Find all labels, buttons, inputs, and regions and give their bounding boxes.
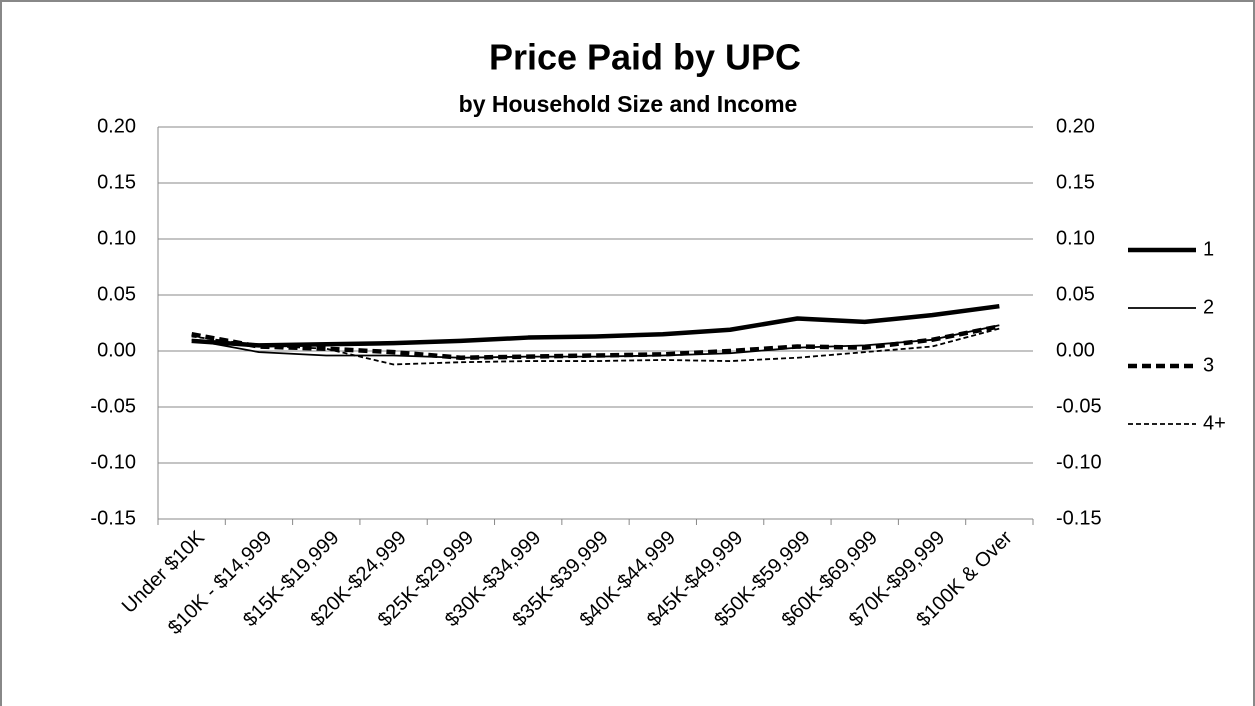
y-tick-label: -0.05 [90,395,136,417]
y2-tick-label: -0.10 [1056,451,1102,473]
legend-label: 2 [1203,296,1214,318]
series-line [191,303,1000,348]
y-tick-label: -0.10 [90,451,136,473]
series-line [191,327,1000,366]
chart-subtitle: by Household Size and Income [459,91,798,117]
y-tick-label: 0.00 [97,339,136,361]
y-tick-label: -0.15 [90,507,136,529]
y2-tick-label: -0.15 [1056,507,1102,529]
series-line [191,324,1000,360]
y2-tick-label: 0.00 [1056,339,1095,361]
y2-tick-label: 0.10 [1056,227,1095,249]
legend-label: 1 [1203,238,1214,260]
y2-tick-label: 0.15 [1056,171,1095,193]
y-tick-label: 0.05 [97,283,136,305]
chart-title: Price Paid by UPC [489,37,801,78]
y-tick-label: 0.20 [97,115,136,137]
y2-tick-label: -0.05 [1056,395,1102,417]
legend-label: 3 [1203,354,1214,376]
y2-tick-label: 0.20 [1056,115,1095,137]
legend-label: 4+ [1203,412,1226,434]
y2-tick-label: 0.05 [1056,283,1095,305]
y-tick-label: 0.10 [97,227,136,249]
y-tick-label: 0.15 [97,171,136,193]
